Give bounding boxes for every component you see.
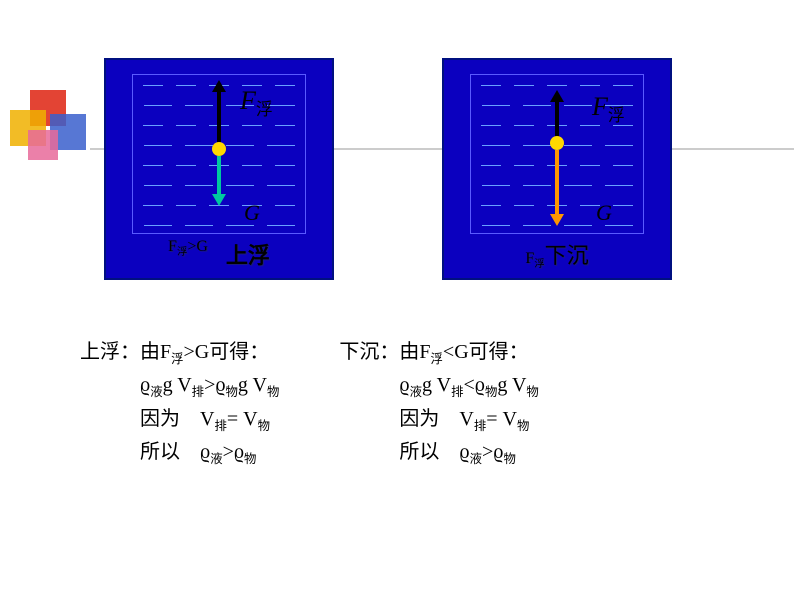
buoyancy-force-label: F浮 xyxy=(240,86,273,120)
derivation-left: 上浮：由F浮>G可得： ϱ液g V排>ϱ物g V物 因为 V排= V物 所以 ϱ… xyxy=(80,336,279,470)
buoyancy-force-label: F浮 xyxy=(592,92,625,126)
right-line4: 所以 ϱ液>ϱ物 xyxy=(339,436,538,469)
panel-caption: F浮下沉 xyxy=(444,238,670,270)
left-line3: 因为 V排= V物 xyxy=(80,403,279,436)
float-up-panel: F浮 G F浮>G上浮 xyxy=(104,58,334,280)
derivation-right: 下沉：由F浮<G可得： ϱ液g V排<ϱ物g V物 因为 V排= V物 所以 ϱ… xyxy=(339,336,538,470)
panel-caption: F浮>G上浮 xyxy=(106,238,332,270)
left-line1: 上浮：由F浮>G可得： xyxy=(80,336,279,369)
right-line1: 下沉：由F浮<G可得： xyxy=(339,336,538,369)
left-line4: 所以 ϱ液>ϱ物 xyxy=(80,436,279,469)
right-line3: 因为 V排= V物 xyxy=(339,403,538,436)
left-line2: ϱ液g V排>ϱ物g V物 xyxy=(80,369,279,402)
right-line2: ϱ液g V排<ϱ物g V物 xyxy=(339,369,538,402)
derivation-text-row: 上浮：由F浮>G可得： ϱ液g V排>ϱ物g V物 因为 V排= V物 所以 ϱ… xyxy=(0,336,794,470)
diagram-row: F浮 G F浮>G上浮 F浮 G F浮下沉 xyxy=(0,58,794,280)
sink-panel: F浮 G F浮下沉 xyxy=(442,58,672,280)
gravity-label: G xyxy=(244,200,260,226)
gravity-label: G xyxy=(596,200,612,226)
